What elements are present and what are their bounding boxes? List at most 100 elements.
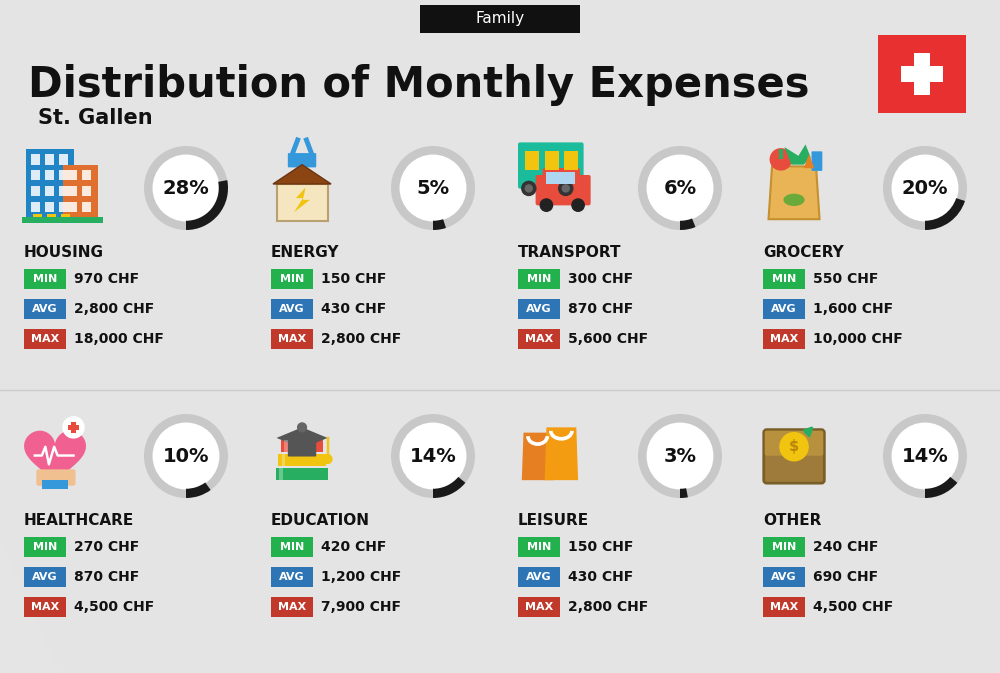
FancyBboxPatch shape bbox=[31, 186, 40, 197]
FancyBboxPatch shape bbox=[59, 202, 68, 212]
Polygon shape bbox=[545, 427, 578, 480]
Text: 270 CHF: 270 CHF bbox=[74, 540, 139, 554]
FancyBboxPatch shape bbox=[24, 597, 66, 617]
Circle shape bbox=[323, 455, 332, 464]
Circle shape bbox=[522, 181, 536, 195]
Wedge shape bbox=[186, 180, 228, 230]
Polygon shape bbox=[294, 188, 310, 212]
Polygon shape bbox=[24, 431, 86, 487]
Text: 430 CHF: 430 CHF bbox=[321, 302, 386, 316]
Text: 10,000 CHF: 10,000 CHF bbox=[813, 332, 903, 346]
FancyBboxPatch shape bbox=[518, 269, 560, 289]
FancyBboxPatch shape bbox=[288, 153, 316, 168]
Text: 4,500 CHF: 4,500 CHF bbox=[74, 600, 154, 614]
FancyBboxPatch shape bbox=[63, 165, 98, 219]
Text: MIN: MIN bbox=[772, 542, 796, 552]
FancyBboxPatch shape bbox=[31, 170, 40, 180]
Ellipse shape bbox=[783, 194, 805, 206]
Text: 6%: 6% bbox=[663, 178, 697, 197]
FancyBboxPatch shape bbox=[282, 454, 285, 466]
Text: MAX: MAX bbox=[31, 334, 59, 344]
Text: AVG: AVG bbox=[32, 304, 58, 314]
Text: 1,600 CHF: 1,600 CHF bbox=[813, 302, 893, 316]
Circle shape bbox=[770, 149, 791, 170]
Text: Distribution of Monthly Expenses: Distribution of Monthly Expenses bbox=[28, 64, 810, 106]
Text: St. Gallen: St. Gallen bbox=[38, 108, 153, 128]
Polygon shape bbox=[273, 165, 331, 184]
Circle shape bbox=[647, 155, 713, 221]
Polygon shape bbox=[0, 0, 410, 673]
Text: TRANSPORT: TRANSPORT bbox=[518, 245, 622, 260]
FancyBboxPatch shape bbox=[518, 143, 584, 188]
FancyBboxPatch shape bbox=[71, 422, 76, 433]
FancyBboxPatch shape bbox=[763, 299, 805, 319]
Wedge shape bbox=[925, 477, 957, 498]
Text: 28%: 28% bbox=[163, 178, 209, 197]
FancyBboxPatch shape bbox=[546, 172, 575, 184]
FancyBboxPatch shape bbox=[59, 154, 68, 165]
Text: GROCERY: GROCERY bbox=[763, 245, 844, 260]
Text: 300 CHF: 300 CHF bbox=[568, 272, 633, 286]
Text: HEALTHCARE: HEALTHCARE bbox=[24, 513, 134, 528]
Wedge shape bbox=[680, 219, 695, 230]
Circle shape bbox=[400, 423, 466, 489]
Text: 14%: 14% bbox=[902, 446, 948, 466]
Polygon shape bbox=[0, 0, 650, 673]
Text: MIN: MIN bbox=[280, 274, 304, 284]
FancyBboxPatch shape bbox=[271, 597, 313, 617]
Text: 240 CHF: 240 CHF bbox=[813, 540, 878, 554]
Text: 430 CHF: 430 CHF bbox=[568, 570, 633, 584]
Text: 420 CHF: 420 CHF bbox=[321, 540, 386, 554]
FancyBboxPatch shape bbox=[284, 439, 288, 452]
Text: AVG: AVG bbox=[279, 572, 305, 582]
Wedge shape bbox=[144, 414, 228, 498]
FancyBboxPatch shape bbox=[31, 154, 40, 165]
Text: AVG: AVG bbox=[32, 572, 58, 582]
Text: OTHER: OTHER bbox=[763, 513, 821, 528]
Wedge shape bbox=[925, 198, 965, 230]
FancyBboxPatch shape bbox=[82, 170, 91, 180]
FancyBboxPatch shape bbox=[278, 454, 326, 466]
FancyBboxPatch shape bbox=[536, 175, 591, 205]
FancyBboxPatch shape bbox=[271, 299, 313, 319]
Text: MAX: MAX bbox=[278, 334, 306, 344]
FancyBboxPatch shape bbox=[763, 329, 805, 349]
Text: 3%: 3% bbox=[664, 446, 696, 466]
FancyBboxPatch shape bbox=[68, 186, 77, 197]
Text: 4,500 CHF: 4,500 CHF bbox=[813, 600, 893, 614]
FancyBboxPatch shape bbox=[45, 154, 54, 165]
Circle shape bbox=[63, 417, 84, 438]
FancyBboxPatch shape bbox=[45, 186, 54, 197]
Text: 970 CHF: 970 CHF bbox=[74, 272, 139, 286]
Text: MIN: MIN bbox=[527, 274, 551, 284]
FancyBboxPatch shape bbox=[878, 35, 966, 113]
Text: MAX: MAX bbox=[278, 602, 306, 612]
Polygon shape bbox=[640, 0, 1000, 673]
FancyBboxPatch shape bbox=[26, 149, 74, 219]
Wedge shape bbox=[391, 414, 475, 498]
Polygon shape bbox=[769, 166, 820, 219]
FancyBboxPatch shape bbox=[518, 329, 560, 349]
Text: EDUCATION: EDUCATION bbox=[271, 513, 370, 528]
FancyBboxPatch shape bbox=[779, 149, 783, 160]
FancyBboxPatch shape bbox=[545, 151, 559, 170]
Circle shape bbox=[892, 155, 958, 221]
FancyBboxPatch shape bbox=[901, 66, 943, 82]
Wedge shape bbox=[144, 146, 228, 230]
FancyBboxPatch shape bbox=[518, 597, 560, 617]
Text: 870 CHF: 870 CHF bbox=[568, 302, 633, 316]
Text: MAX: MAX bbox=[31, 602, 59, 612]
FancyBboxPatch shape bbox=[271, 269, 313, 289]
Polygon shape bbox=[277, 427, 328, 448]
FancyBboxPatch shape bbox=[765, 431, 823, 456]
FancyBboxPatch shape bbox=[543, 168, 580, 190]
Circle shape bbox=[540, 199, 553, 211]
Wedge shape bbox=[433, 477, 465, 498]
FancyBboxPatch shape bbox=[82, 202, 91, 212]
FancyBboxPatch shape bbox=[271, 537, 313, 557]
Text: 7,900 CHF: 7,900 CHF bbox=[321, 600, 401, 614]
FancyBboxPatch shape bbox=[36, 469, 76, 486]
FancyBboxPatch shape bbox=[763, 537, 805, 557]
FancyBboxPatch shape bbox=[279, 468, 283, 480]
Wedge shape bbox=[186, 483, 211, 498]
